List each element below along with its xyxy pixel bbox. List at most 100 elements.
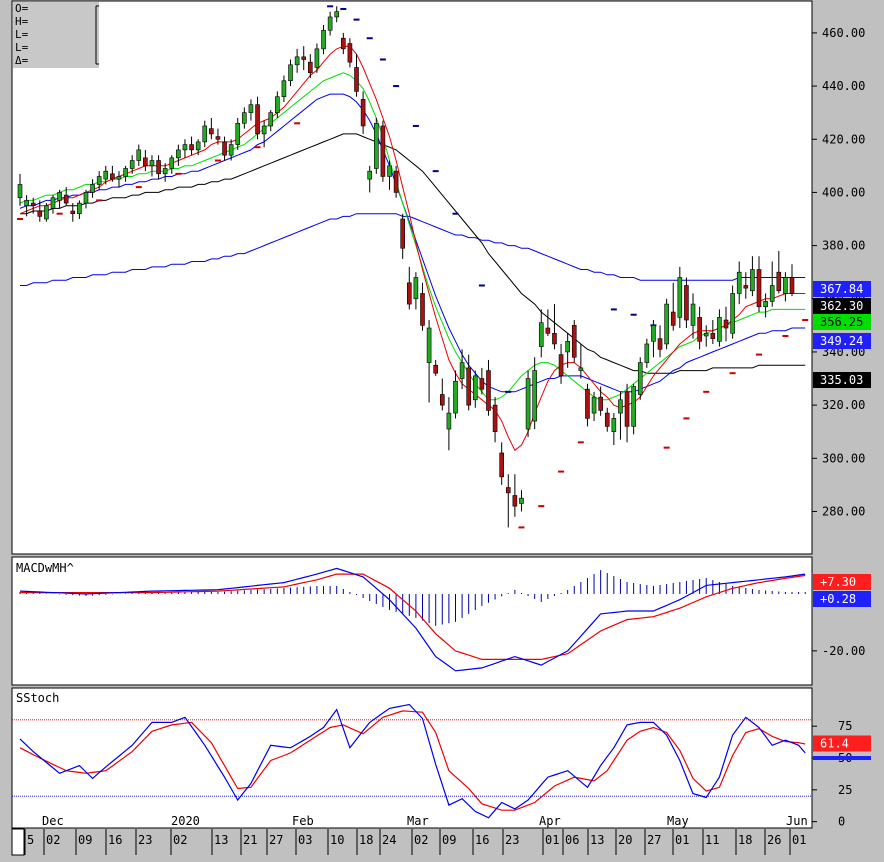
x-tick-label: 01 xyxy=(545,833,559,847)
x-tick-label: 26 xyxy=(767,833,781,847)
value-tag-label: 367.84 xyxy=(820,282,863,296)
candle-body xyxy=(268,112,274,127)
candle-body xyxy=(406,282,412,305)
stoch-y-tick-label: 25 xyxy=(838,783,852,797)
x-ticks: 5 02 09 16 23 02 13 21 27 03 10 18 24 02 09 16 23 01 06 13 2… xyxy=(24,829,806,855)
x-tick-label: 20 xyxy=(618,833,632,847)
candle-body xyxy=(499,452,504,478)
candle-body xyxy=(275,96,280,113)
value-tag-bg xyxy=(813,333,871,349)
stoch-slow-line xyxy=(19,710,806,811)
macd-y-tick-label: -20.00 xyxy=(822,644,865,658)
candle-body xyxy=(611,418,617,433)
stoch-panel-label: SStoch xyxy=(16,691,59,705)
x-tick-label: 02 xyxy=(414,833,428,847)
candle-body xyxy=(624,391,630,427)
candle-body xyxy=(512,495,518,507)
candle-body xyxy=(63,194,69,204)
value-tag-label: 349.24 xyxy=(820,334,863,348)
candle-body xyxy=(189,144,194,151)
candle-body xyxy=(783,277,788,294)
psar-dot xyxy=(432,170,439,173)
candle-body xyxy=(519,497,524,504)
candle-body xyxy=(677,277,683,318)
candle-body xyxy=(776,271,782,292)
value-tag-bg xyxy=(813,298,871,314)
candle-body xyxy=(162,168,168,175)
macd-tag: +0.28 xyxy=(813,591,871,607)
candle-body xyxy=(644,343,650,363)
candle-body xyxy=(327,16,333,31)
psar-dot xyxy=(518,526,525,529)
candle-body xyxy=(789,277,795,294)
psar-dot xyxy=(340,7,347,10)
candle-body xyxy=(525,378,531,430)
candle-body xyxy=(347,43,353,63)
value-tag-label: 356.25 xyxy=(820,315,863,329)
psar-dot xyxy=(353,18,360,21)
candle-body xyxy=(426,327,432,363)
candle-body xyxy=(354,67,359,92)
candle-body xyxy=(341,37,346,50)
x-month-label: Dec xyxy=(42,814,64,828)
x-month-label: Apr xyxy=(539,814,561,828)
date-scroll-handle[interactable] xyxy=(11,828,25,856)
x-tick-label: 24 xyxy=(382,833,396,847)
ohlc-line-low: L= xyxy=(15,28,29,41)
psar-dot xyxy=(412,124,419,127)
stoch-layer xyxy=(12,703,812,819)
candle-body xyxy=(651,325,656,342)
price-layer xyxy=(17,5,809,529)
value-tag-label: 362.30 xyxy=(820,299,863,313)
candle-body xyxy=(57,192,62,201)
psar-dot xyxy=(452,212,459,215)
x-tick-label: 06 xyxy=(565,833,579,847)
psar-dot xyxy=(663,446,670,449)
candle-body xyxy=(684,285,689,321)
candle-body xyxy=(631,386,636,427)
psar-dot xyxy=(379,58,386,61)
candle-body xyxy=(83,192,89,204)
psar-dot xyxy=(577,441,584,444)
candle-body xyxy=(670,311,676,326)
macd-panel-bg xyxy=(11,556,813,686)
candle-body xyxy=(604,412,610,427)
candle-body xyxy=(453,380,458,414)
candle-body xyxy=(149,160,155,167)
psar-dot xyxy=(782,334,789,337)
psar-dot xyxy=(630,313,637,316)
x-tick-label: 13 xyxy=(590,833,604,847)
candle-body xyxy=(70,210,76,214)
x-tick-label: 09 xyxy=(78,833,92,847)
value-tag-label: 335.03 xyxy=(820,373,863,387)
price-y-tick-label: 320.00 xyxy=(822,398,865,412)
candle-body xyxy=(697,317,702,342)
macd-tag: +7.30 xyxy=(813,574,871,590)
candle-body xyxy=(743,285,749,289)
sma-blue-line xyxy=(19,93,806,393)
ohlc-line-high: H= xyxy=(15,15,29,28)
x-tick-label: 16 xyxy=(108,833,122,847)
candle-body xyxy=(242,112,247,124)
value-tag-label: +0.28 xyxy=(820,592,856,606)
x-tick-label: 27 xyxy=(647,833,661,847)
candle-body xyxy=(750,269,755,292)
candle-body xyxy=(598,396,603,411)
candle-body xyxy=(96,176,102,185)
candle-body xyxy=(466,367,471,406)
x-tick-label: 01 xyxy=(792,833,806,847)
x-tick-label: 23 xyxy=(138,833,152,847)
price-panel-bg xyxy=(11,0,813,555)
stoch-tag-slow xyxy=(813,756,871,760)
candle-body xyxy=(360,99,366,127)
macd-layer xyxy=(19,567,806,672)
psar-dot xyxy=(610,308,617,311)
candle-body xyxy=(400,218,406,249)
x-tick-label: 16 xyxy=(475,833,489,847)
price-y-tick-label: 460.00 xyxy=(822,26,865,40)
candle-body xyxy=(321,29,326,50)
candle-body xyxy=(30,202,36,207)
candle-body xyxy=(261,125,267,135)
